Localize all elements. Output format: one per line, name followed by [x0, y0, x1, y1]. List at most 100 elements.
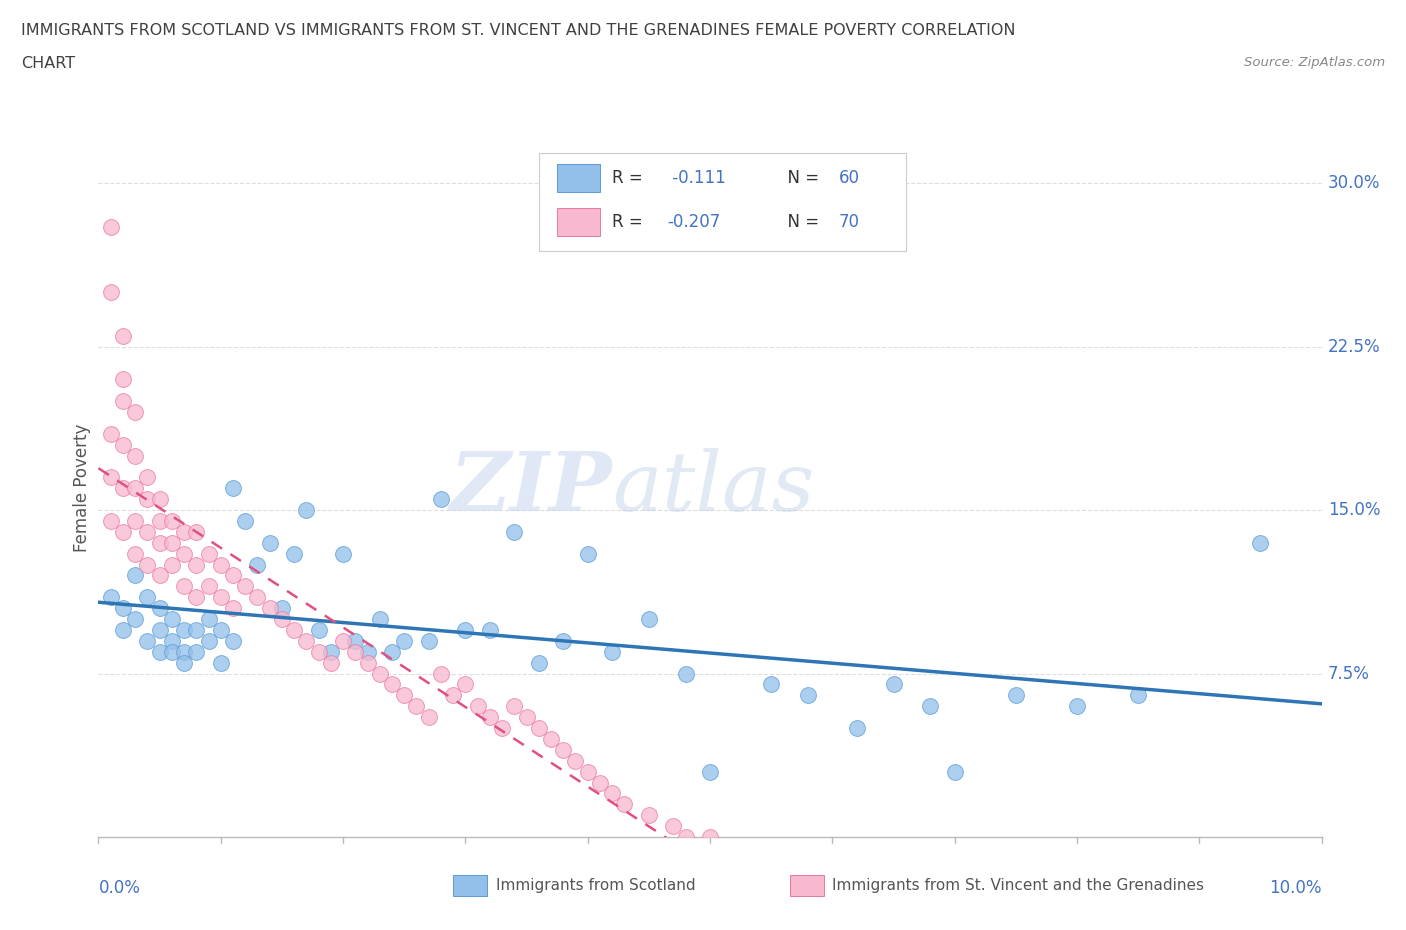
- Point: [222, 601, 245, 616]
- Point: [124, 546, 146, 561]
- Point: [124, 568, 146, 583]
- Text: 70: 70: [838, 213, 859, 231]
- Point: [797, 688, 820, 703]
- Text: Immigrants from St. Vincent and the Grenadines: Immigrants from St. Vincent and the Gren…: [832, 878, 1205, 894]
- Text: 60: 60: [838, 169, 859, 187]
- Point: [149, 492, 172, 507]
- Point: [368, 666, 391, 681]
- Point: [100, 426, 122, 441]
- Point: [233, 578, 256, 593]
- Point: [197, 612, 219, 627]
- Point: [173, 578, 195, 593]
- Point: [136, 590, 159, 604]
- Text: 7.5%: 7.5%: [1327, 665, 1369, 683]
- Point: [149, 568, 172, 583]
- Point: [173, 655, 195, 670]
- Point: [478, 710, 501, 724]
- Point: [259, 601, 281, 616]
- Point: [344, 644, 367, 659]
- Point: [173, 525, 195, 539]
- Point: [149, 622, 172, 637]
- Point: [149, 536, 172, 551]
- Point: [246, 557, 269, 572]
- Point: [149, 644, 172, 659]
- Point: [392, 633, 416, 648]
- Point: [246, 590, 269, 604]
- Point: [540, 732, 562, 747]
- Point: [759, 677, 782, 692]
- Point: [173, 622, 195, 637]
- Point: [675, 666, 697, 681]
- Point: [637, 808, 661, 823]
- Point: [441, 688, 464, 703]
- Point: [576, 546, 599, 561]
- Point: [283, 622, 305, 637]
- Point: [675, 830, 697, 844]
- Point: [160, 644, 183, 659]
- Point: [332, 546, 354, 561]
- Point: [527, 655, 550, 670]
- Point: [100, 285, 122, 299]
- Text: 22.5%: 22.5%: [1327, 338, 1381, 355]
- Bar: [790, 875, 824, 897]
- Point: [637, 612, 661, 627]
- Point: [100, 470, 122, 485]
- Point: [405, 698, 427, 713]
- Point: [136, 525, 159, 539]
- Point: [356, 644, 378, 659]
- Point: [295, 502, 318, 517]
- Point: [392, 688, 416, 703]
- Point: [111, 601, 134, 616]
- Point: [222, 633, 245, 648]
- Point: [699, 830, 721, 844]
- Point: [197, 633, 219, 648]
- Text: 0.0%: 0.0%: [98, 879, 141, 897]
- Point: [418, 710, 440, 724]
- Text: atlas: atlas: [612, 448, 814, 528]
- Point: [124, 448, 146, 463]
- Point: [491, 721, 513, 736]
- Point: [111, 525, 134, 539]
- Point: [920, 698, 942, 713]
- Point: [111, 481, 134, 496]
- Point: [124, 513, 146, 528]
- Point: [454, 622, 477, 637]
- Point: [418, 633, 440, 648]
- Point: [222, 568, 245, 583]
- Point: [222, 481, 245, 496]
- Point: [259, 536, 281, 551]
- Point: [209, 622, 232, 637]
- Text: Source: ZipAtlas.com: Source: ZipAtlas.com: [1244, 56, 1385, 69]
- Point: [186, 557, 208, 572]
- Point: [197, 578, 219, 593]
- Text: ZIP: ZIP: [450, 448, 612, 528]
- Point: [332, 633, 354, 648]
- Text: 30.0%: 30.0%: [1327, 174, 1381, 193]
- Point: [111, 437, 134, 452]
- Point: [503, 698, 526, 713]
- Point: [845, 721, 868, 736]
- Point: [564, 753, 586, 768]
- Text: R =: R =: [612, 213, 648, 231]
- Point: [430, 666, 453, 681]
- Point: [186, 590, 208, 604]
- Text: -0.111: -0.111: [668, 169, 725, 187]
- Point: [160, 513, 183, 528]
- Point: [478, 622, 501, 637]
- Point: [124, 612, 146, 627]
- Point: [209, 557, 232, 572]
- Point: [136, 557, 159, 572]
- Text: CHART: CHART: [21, 56, 75, 71]
- Point: [160, 612, 183, 627]
- Text: IMMIGRANTS FROM SCOTLAND VS IMMIGRANTS FROM ST. VINCENT AND THE GRENADINES FEMAL: IMMIGRANTS FROM SCOTLAND VS IMMIGRANTS F…: [21, 23, 1015, 38]
- Point: [600, 644, 623, 659]
- Point: [600, 786, 623, 801]
- Point: [283, 546, 305, 561]
- Point: [308, 622, 330, 637]
- Point: [356, 655, 378, 670]
- Point: [136, 470, 159, 485]
- Text: 15.0%: 15.0%: [1327, 501, 1381, 519]
- Point: [454, 677, 477, 692]
- Point: [197, 546, 219, 561]
- Point: [149, 513, 172, 528]
